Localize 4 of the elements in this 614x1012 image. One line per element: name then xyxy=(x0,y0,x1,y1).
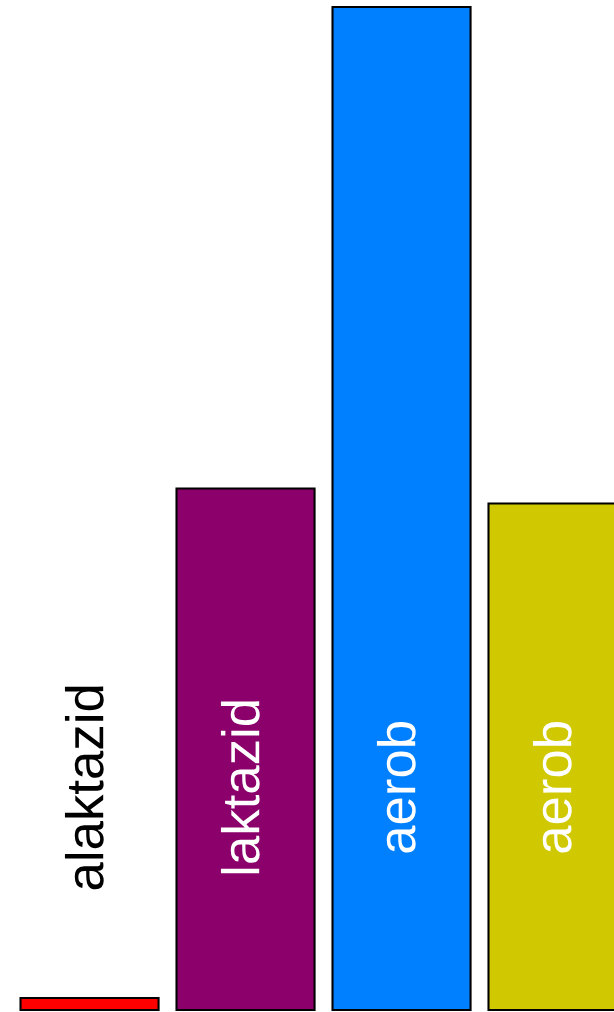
x-tick-label: alaktazid xyxy=(64,686,104,890)
x-tick-label: aerob xyxy=(532,722,572,853)
x-tick-label: aerob xyxy=(376,722,416,853)
x-tick-label: laktazid xyxy=(220,701,260,874)
